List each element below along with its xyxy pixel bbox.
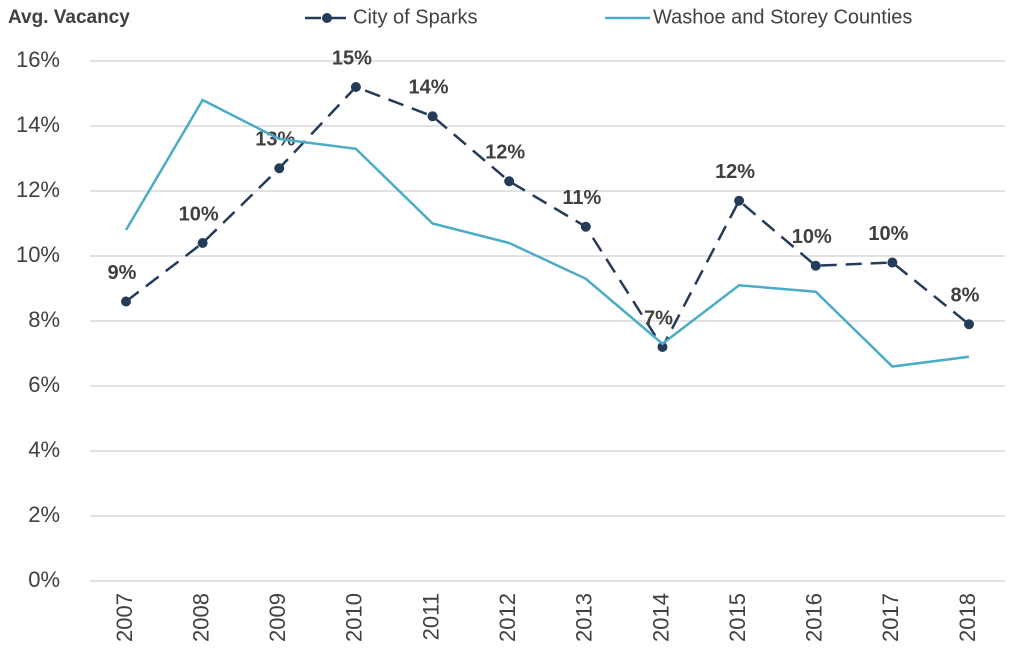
data-label: 7%: [644, 307, 673, 329]
data-label: 8%: [951, 285, 980, 307]
x-tick-label: 2013: [572, 593, 597, 642]
data-label: 14%: [409, 77, 449, 99]
x-tick-label: 2018: [955, 593, 980, 642]
x-tick-label: 2017: [878, 593, 903, 642]
data-label: 10%: [179, 203, 219, 225]
x-tick-label: 2012: [495, 593, 520, 642]
data-label: 10%: [868, 223, 908, 245]
point: [657, 342, 668, 352]
data-label: 12%: [715, 161, 755, 183]
y-tick-label: 14%: [16, 112, 60, 137]
series-line: [125, 85, 970, 350]
y-tick-label: 12%: [16, 177, 60, 202]
x-tick-label: 2008: [188, 593, 213, 642]
data-label: 11%: [562, 187, 601, 209]
y-tick-label: 16%: [16, 47, 60, 72]
chart-title: Avg. Vacancy: [8, 7, 130, 28]
legend-label: Washoe and Storey Counties: [653, 6, 912, 28]
data-label: 10%: [792, 226, 832, 248]
y-tick-label: 0%: [28, 567, 60, 592]
point: [121, 296, 131, 307]
legend-marker: [322, 13, 332, 23]
x-tick-label: 2015: [725, 593, 750, 642]
point: [810, 260, 821, 271]
point: [197, 238, 208, 248]
legend-label: City of Sparks: [353, 6, 477, 28]
x-tick-label: 2010: [342, 593, 367, 642]
y-tick-label: 4%: [28, 437, 60, 462]
y-tick-label: 8%: [28, 307, 60, 332]
point: [964, 319, 974, 330]
point: [274, 163, 285, 174]
x-tick-label: 2014: [648, 593, 673, 642]
data-label: 13%: [255, 129, 295, 151]
data-label: 9%: [108, 262, 137, 284]
y-tick-label: 6%: [28, 372, 60, 397]
x-tick-label: 2011: [418, 593, 443, 640]
x-tick-label: 2009: [265, 593, 290, 642]
data-label: 15%: [332, 47, 372, 69]
y-tick-label: 2%: [28, 502, 60, 527]
point: [504, 176, 515, 187]
series-line: [124, 98, 970, 368]
y-tick-label: 10%: [16, 242, 60, 267]
x-tick-label: 2016: [802, 593, 827, 642]
point: [580, 221, 591, 232]
point: [350, 82, 361, 92]
point: [887, 257, 898, 268]
point: [427, 111, 438, 122]
data-label: 12%: [485, 142, 525, 164]
point: [734, 195, 745, 206]
x-tick-label: 2007: [112, 593, 137, 642]
